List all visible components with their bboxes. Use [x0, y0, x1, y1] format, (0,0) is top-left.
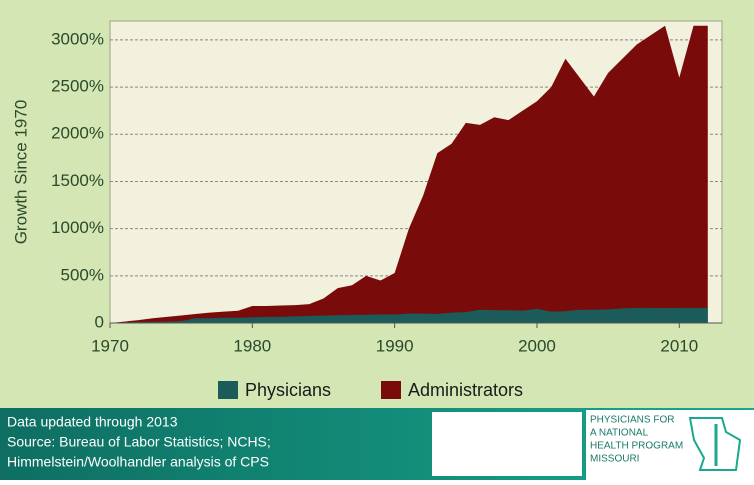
- logo-letter: P: [549, 425, 572, 463]
- y-tick-label: 2000%: [51, 124, 104, 143]
- x-tick-label: 1980: [233, 336, 271, 355]
- org-text: PHYSICIANS FOR: [590, 415, 674, 426]
- logo-letter: P: [441, 425, 464, 463]
- y-tick-label: 2500%: [51, 77, 104, 96]
- footer-text: Himmelstein/Woolhandler analysis of CPS: [7, 454, 269, 470]
- logo-letter: H: [512, 425, 537, 463]
- x-tick-label: 1990: [376, 336, 414, 355]
- footer-text: Source: Bureau of Labor Statistics; NCHS…: [7, 434, 271, 450]
- org-text: MISSOURI: [590, 454, 639, 465]
- org-text: HEALTH PROGRAM: [590, 441, 683, 452]
- x-tick-label: 2010: [660, 336, 698, 355]
- area: [110, 25, 708, 323]
- footer-text: Data updated through 2013: [7, 414, 178, 430]
- y-axis-label: Growth Since 1970: [11, 100, 30, 245]
- logo-box: [432, 412, 582, 476]
- legend-swatch: [218, 381, 238, 399]
- x-tick-label: 1970: [91, 336, 129, 355]
- y-tick-label: 1500%: [51, 171, 104, 190]
- y-tick-label: 0: [95, 312, 104, 331]
- legend-swatch: [381, 381, 401, 399]
- y-tick-label: 3000%: [51, 29, 104, 48]
- area: [110, 307, 708, 323]
- y-tick-label: 500%: [61, 265, 104, 284]
- logo-letter: N: [476, 425, 501, 463]
- x-tick-label: 2000: [518, 336, 556, 355]
- legend-label: Physicians: [245, 380, 331, 400]
- org-text: A NATIONAL: [590, 428, 649, 439]
- legend-label: Administrators: [408, 380, 523, 400]
- y-tick-label: 1000%: [51, 218, 104, 237]
